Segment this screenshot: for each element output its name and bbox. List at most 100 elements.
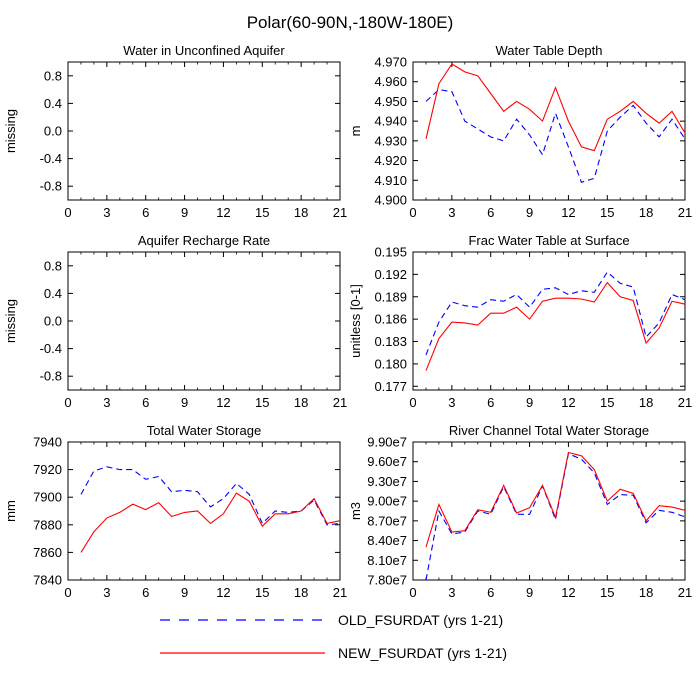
river-channel-storage-xtick-label: 21 [678, 585, 692, 600]
aquifer-recharge-rate-ytick-label: -0.4 [40, 341, 62, 356]
frac-water-table-series-old [425, 271, 686, 356]
water-in-unconfined-aquifer-ytick-label: 0.8 [44, 68, 62, 83]
frac-water-table-xtick-label: 18 [639, 395, 653, 410]
frac-water-table-ytick-label: 0.180 [374, 356, 407, 371]
water-in-unconfined-aquifer-xtick-label: 18 [294, 205, 308, 220]
water-table-depth-ytick-label: 4.910 [374, 173, 407, 188]
aquifer-recharge-rate-xtick-label: 12 [216, 395, 230, 410]
chart-total-water-storage: Total Water Storage mm 0 3 6 9 12 15 18 21 7840 786… [3, 423, 347, 600]
frac-water-table-xtick-label: 12 [561, 395, 575, 410]
total-water-storage-xtick-label: 3 [103, 585, 110, 600]
aquifer-recharge-rate-xtick-label: 3 [103, 395, 110, 410]
frac-water-table-title: Frac Water Table at Surface [468, 233, 629, 248]
frac-water-table-series-new [425, 281, 686, 371]
water-table-depth-xtick-label: 18 [639, 205, 653, 220]
legend: OLD_FSURDAT (yrs 1-21) NEW_FSURDAT (yrs … [160, 612, 507, 661]
river-channel-storage-title: River Channel Total Water Storage [449, 423, 649, 438]
legend-label-old: OLD_FSURDAT (yrs 1-21) [338, 612, 503, 628]
aquifer-recharge-rate-ytick-label: 0.8 [44, 258, 62, 273]
aquifer-recharge-rate-xtick-label: 15 [255, 395, 269, 410]
frac-water-table-frame [412, 251, 686, 391]
frac-water-table-ytick-label: 0.192 [374, 267, 407, 282]
river-channel-storage-ytick-label: 9.30e7 [367, 474, 407, 489]
water-in-unconfined-aquifer-xtick-label: 6 [142, 205, 149, 220]
river-channel-storage-xtick-label: 15 [600, 585, 614, 600]
frac-water-table-xtick-label: 3 [448, 395, 455, 410]
frac-water-table-ytick-label: 0.183 [374, 334, 407, 349]
total-water-storage-ytick-label: 7900 [33, 490, 62, 505]
water-table-depth-ytick-label: 4.930 [374, 133, 407, 148]
frac-water-table-ylabel: unitless [0-1] [348, 284, 363, 358]
aquifer-recharge-rate-xtick-label: 0 [64, 395, 71, 410]
water-in-unconfined-aquifer-ytick-label: -0.8 [40, 179, 62, 194]
water-table-depth-ytick-label: 4.950 [374, 94, 407, 109]
river-channel-storage-ytick-label: 9.60e7 [367, 454, 407, 469]
water-table-depth-xtick-label: 6 [487, 205, 494, 220]
frac-water-table-xtick-label: 9 [526, 395, 533, 410]
frac-water-table-ytick-label: 0.186 [374, 312, 407, 327]
total-water-storage-xtick-label: 6 [142, 585, 149, 600]
water-table-depth-ytick-label: 4.970 [374, 55, 407, 70]
chart-water-table-depth: Water Table Depth m 0 3 6 9 12 15 18 21 4.900 4.910… [348, 43, 692, 220]
total-water-storage-ylabel: mm [3, 500, 18, 522]
chart-water-in-unconfined-aquifer: Water in Unconfined Aquifer missing 0 3 6 9 12… [3, 43, 347, 220]
total-water-storage-frame [67, 441, 341, 581]
water-table-depth-series-new [425, 63, 686, 152]
total-water-storage-xtick-label: 9 [181, 585, 188, 600]
legend-label-new: NEW_FSURDAT (yrs 1-21) [338, 645, 507, 661]
frac-water-table-xtick-label: 15 [600, 395, 614, 410]
water-table-depth-frame [412, 61, 686, 201]
total-water-storage-xtick-label: 18 [294, 585, 308, 600]
river-channel-storage-xtick-label: 3 [448, 585, 455, 600]
river-channel-storage-ytick-label: 8.40e7 [367, 533, 407, 548]
river-channel-storage-series-new [425, 451, 686, 548]
aquifer-recharge-rate-title: Aquifer Recharge Rate [138, 233, 270, 248]
water-in-unconfined-aquifer-ytick-label: -0.4 [40, 151, 62, 166]
water-table-depth-xtick-label: 21 [678, 205, 692, 220]
river-channel-storage-xtick-label: 18 [639, 585, 653, 600]
frac-water-table-xtick-label: 0 [409, 395, 416, 410]
total-water-storage-ytick-label: 7920 [33, 462, 62, 477]
total-water-storage-ytick-label: 7880 [33, 517, 62, 532]
water-in-unconfined-aquifer-ylabel: missing [3, 109, 18, 153]
river-channel-storage-xtick-label: 0 [409, 585, 416, 600]
aquifer-recharge-rate-xtick-label: 18 [294, 395, 308, 410]
total-water-storage-series-old [80, 466, 341, 526]
water-table-depth-xtick-label: 0 [409, 205, 416, 220]
water-in-unconfined-aquifer-title: Water in Unconfined Aquifer [123, 43, 285, 58]
aquifer-recharge-rate-xtick-label: 9 [181, 395, 188, 410]
total-water-storage-xtick-label: 15 [255, 585, 269, 600]
aquifer-recharge-rate-xtick-label: 21 [333, 395, 347, 410]
total-water-storage-xtick-label: 0 [64, 585, 71, 600]
water-table-depth-ytick-label: 4.920 [374, 153, 407, 168]
water-in-unconfined-aquifer-frame [67, 61, 341, 201]
aquifer-recharge-rate-frame [67, 251, 341, 391]
river-channel-storage-ylabel: m3 [348, 502, 363, 520]
water-table-depth-title: Water Table Depth [496, 43, 603, 58]
water-in-unconfined-aquifer-xtick-label: 21 [333, 205, 347, 220]
aquifer-recharge-rate-ytick-label: 0.4 [44, 286, 62, 301]
water-in-unconfined-aquifer-xtick-label: 15 [255, 205, 269, 220]
water-table-depth-xtick-label: 12 [561, 205, 575, 220]
total-water-storage-xtick-label: 21 [333, 585, 347, 600]
frac-water-table-ytick-label: 0.177 [374, 379, 407, 394]
river-channel-storage-ytick-label: 9.00e7 [367, 494, 407, 509]
chart-frac-water-table: Frac Water Table at Surface unitless [0-1… [348, 233, 692, 410]
aquifer-recharge-rate-ytick-label: -0.8 [40, 369, 62, 384]
river-channel-storage-xtick-label: 6 [487, 585, 494, 600]
water-table-depth-ytick-label: 4.940 [374, 114, 407, 129]
water-table-depth-xtick-label: 9 [526, 205, 533, 220]
river-channel-storage-xtick-label: 12 [561, 585, 575, 600]
river-channel-storage-xtick-label: 9 [526, 585, 533, 600]
water-in-unconfined-aquifer-xtick-label: 12 [216, 205, 230, 220]
chart-panels: Water in Unconfined Aquifer missing 0 3 6 9 12… [3, 43, 692, 600]
frac-water-table-xtick-label: 6 [487, 395, 494, 410]
water-table-depth-ylabel: m [348, 126, 363, 137]
aquifer-recharge-rate-xtick-label: 6 [142, 395, 149, 410]
chart-river-channel-storage: River Channel Total Water Storage m3 0 3 6 9 1… [348, 423, 692, 600]
frac-water-table-ytick-label: 0.189 [374, 289, 407, 304]
river-channel-storage-series-old [425, 453, 686, 581]
water-table-depth-series-old [425, 89, 686, 183]
water-table-depth-xtick-label: 15 [600, 205, 614, 220]
